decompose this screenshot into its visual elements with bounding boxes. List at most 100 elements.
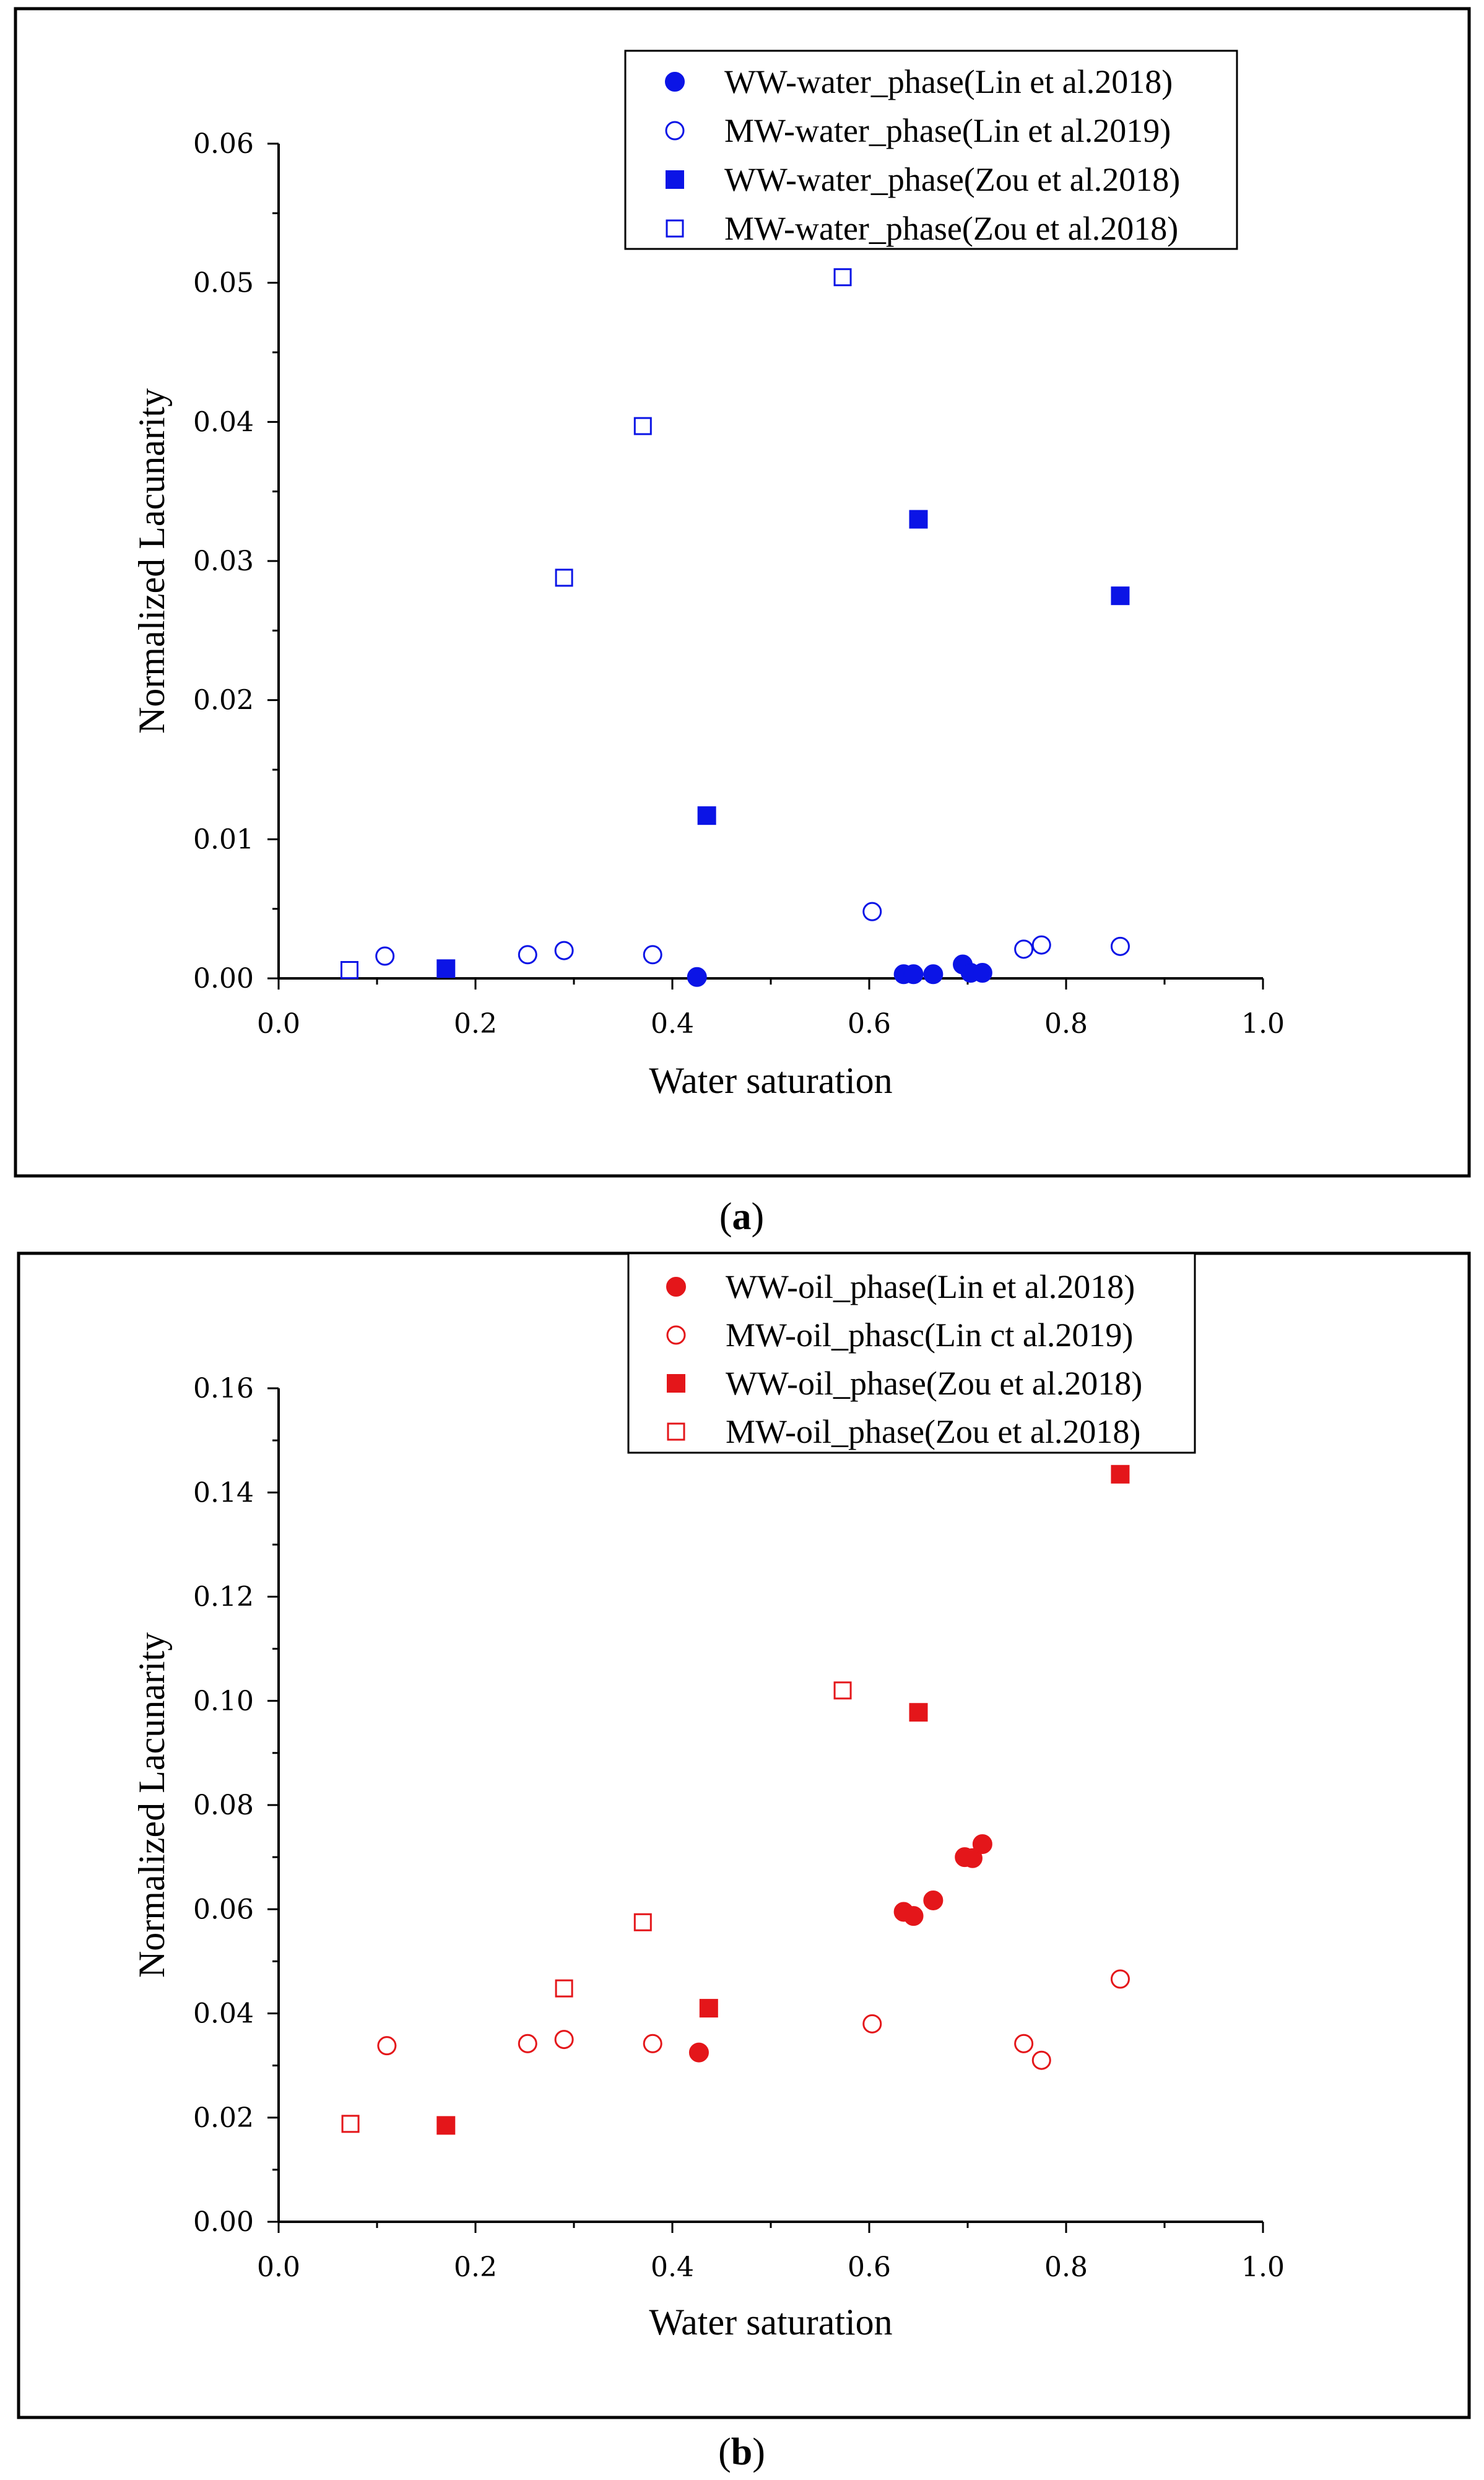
data-point [903,1906,924,1926]
legend-label: WW-oil_phase(Zou et al.2018) [726,1365,1142,1402]
plot-area-b: 0.0 0.2 0.4 0.6 0.8 1.0 0.00 0.02 0.04 0.06 0.08 0.… [131,1252,1285,2343]
x-tick-label: 0.0 [257,1008,300,1040]
y-tick-label: 0.06 [193,1894,254,1925]
y-tick-label: 0.05 [193,268,254,299]
x-tick-label: 0.0 [257,2252,300,2283]
data-point [972,1834,992,1855]
data-point [962,1848,983,1868]
data-point [699,1999,718,2018]
data-point [1110,1969,1130,1989]
legend-marker [666,219,684,238]
legend-label: MW-water_phase(Lin et al.2019) [724,112,1171,149]
legend-marker [666,1325,686,1345]
legend-marker [666,170,684,189]
y-tick-label: 0.04 [193,406,254,438]
data-point [436,2116,456,2135]
data-point [862,2014,882,2034]
x-tick-label: 1.0 [1241,1008,1285,1040]
panel-a-frame [14,7,1471,1178]
y-tick-label: 0.00 [193,2206,254,2238]
data-point [341,2115,360,2133]
data-point [833,268,852,287]
data-point [833,1681,852,1700]
data-point [1014,939,1034,959]
legend-label: WW-water_phase(Zou et al.2018) [724,161,1180,198]
panel-b: 0.0 0.2 0.4 0.6 0.8 1.0 0.00 0.02 0.04 0.06 0.08 0.… [17,1251,1471,2473]
legend: WW-oil_phase(Lin et al.2018) MW-oil_phasc… [627,1252,1196,1454]
data-point [633,417,652,435]
legend-marker [667,1422,685,1441]
y-tick-label: 0.00 [193,963,254,994]
x-axis-title: Water saturation [649,1060,892,1101]
data-point [1111,586,1130,606]
y-tick-label: 0.16 [193,1373,254,1404]
y-tick-label: 0.06 [193,128,254,160]
data-point [555,568,573,587]
y-tick-label: 0.02 [193,685,254,716]
data-point [377,2036,397,2056]
legend-label: WW-water_phase(Lin et al.2018) [724,63,1173,100]
data-point [633,1913,652,1931]
y-axis-title: Normalized Lacunarity [131,1632,172,1978]
legend-marker [665,121,685,141]
data-point [697,806,716,825]
data-point [923,964,944,985]
x-tick-label: 0.4 [651,2252,694,2283]
y-tick-label: 0.03 [193,546,254,577]
data-point [1111,1464,1130,1484]
data-point [972,963,992,983]
x-tick-label: 0.2 [454,1008,497,1040]
data-point [687,967,707,987]
x-tick-label: 0.2 [454,2252,497,2283]
data-point [862,902,882,921]
y-tick-label: 0.10 [193,1686,254,1717]
panel-a: 0.0 0.2 0.4 0.6 0.8 1.0 0.00 0.01 0.02 0.03 0.04 0.… [14,7,1471,1238]
legend-box [627,1252,1196,1454]
data-point [688,2042,709,2063]
data-point [643,2034,662,2053]
y-axis-title: Normalized Lacunarity [131,388,172,734]
y-tick-label: 0.01 [193,824,254,855]
data-point [1014,2034,1034,2053]
x-tick-label: 1.0 [1241,2252,1285,2283]
y-tick-label: 0.08 [193,1790,254,1821]
data-point [340,961,358,980]
data-point [555,1979,573,1998]
caption-b: (b) [718,2431,765,2473]
legend-box [624,50,1238,250]
x-tick-label: 0.4 [651,1008,694,1040]
legend-marker [665,72,685,92]
data-point [554,2030,574,2050]
data-point [1110,936,1130,956]
data-point [923,1890,944,1910]
x-tick-label: 0.8 [1044,1008,1088,1040]
data-point [554,941,574,960]
x-tick-label: 0.8 [1044,2252,1088,2283]
data-point [375,946,395,966]
legend-label: WW-oil_phase(Lin et al.2018) [726,1268,1135,1305]
caption-a: (a) [719,1196,764,1238]
legend-marker [666,1277,686,1297]
legend-label: MW-oil_phase(Zou et al.2018) [726,1413,1140,1450]
y-tick-label: 0.04 [193,1998,254,2030]
legend-marker [667,1374,685,1393]
x-tick-label: 0.6 [848,1008,891,1040]
data-point [436,959,456,978]
data-point [643,945,662,965]
legend-label: MW-oil_phasc(Lin ct al.2019) [726,1316,1133,1354]
data-point [518,945,537,965]
data-point [1031,2050,1051,2070]
data-point [909,1703,928,1722]
data-point [909,510,928,529]
x-axis-title: Water saturation [649,2302,892,2343]
y-tick-label: 0.14 [193,1477,254,1508]
data-point [903,964,924,985]
data-point [518,2034,537,2053]
plot-area-a: 0.0 0.2 0.4 0.6 0.8 1.0 0.00 0.01 0.02 0.03 0.04 0.… [131,50,1285,1101]
y-tick-label: 0.12 [193,1582,254,1613]
y-tick-label: 0.02 [193,2102,254,2134]
legend: WW-water_phase(Lin et al.2018) MW-water_p… [624,50,1238,250]
x-tick-label: 0.6 [848,2252,891,2283]
legend-label: MW-water_phase(Zou et al.2018) [724,210,1178,247]
